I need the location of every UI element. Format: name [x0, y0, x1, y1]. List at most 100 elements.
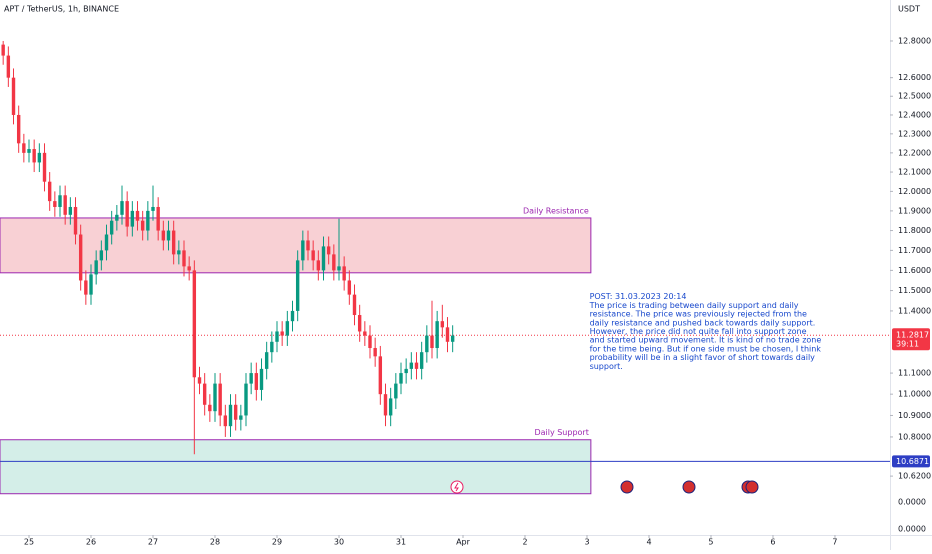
x-tick-label: 6 [770, 538, 775, 547]
candle-body [399, 373, 403, 384]
candle-body [11, 77, 16, 115]
candle-body [301, 240, 305, 261]
y-tick-label: 12.6000 [898, 73, 931, 82]
candle-body [208, 404, 212, 412]
candle-body [425, 335, 429, 353]
candle-body [357, 315, 362, 332]
candle-body [16, 114, 21, 144]
candle-body [337, 266, 341, 271]
event-icon[interactable] [682, 480, 696, 494]
candle-body [32, 149, 36, 163]
event-icon-glyph [454, 482, 459, 492]
x-tick-label: 25 [24, 538, 34, 547]
candle-body [290, 310, 295, 322]
candle-body [104, 234, 109, 251]
x-tick-label: 4 [646, 538, 651, 547]
candle-body [332, 254, 336, 271]
candle-body [378, 356, 383, 395]
zone-label: Daily Support [534, 428, 588, 437]
price-tag-label: 10.6871 [896, 457, 929, 466]
y-tick-label: 10.9000 [898, 411, 931, 420]
candle-body [58, 195, 62, 207]
x-tick-label: 27 [148, 538, 158, 547]
y-tick-label: 11.4000 [898, 306, 931, 315]
candle-body [404, 368, 408, 374]
candle-body [368, 335, 372, 349]
zone [0, 217, 592, 274]
y-tick-label: 11.5000 [898, 286, 931, 295]
candle-body [352, 294, 357, 316]
candle-body [213, 383, 217, 412]
candle-body [22, 143, 26, 153]
annotation-line: and started upward movement. It is kind … [590, 336, 822, 345]
candle-body [135, 210, 140, 221]
countdown-label: 39:11 [896, 340, 919, 349]
event-icon[interactable] [745, 480, 759, 494]
candle-body [244, 383, 248, 416]
annotation-line: resistance. The price was previously rej… [590, 310, 807, 319]
candle-body [182, 250, 186, 267]
x-tick-label: 5 [708, 538, 713, 547]
candle-body [321, 246, 326, 271]
candle-body [239, 415, 243, 420]
annotation-line: probability will be in a slight favor of… [590, 353, 816, 362]
candle-body [202, 383, 207, 405]
candle-body [264, 352, 269, 369]
y-axis-label: 0.0000 [898, 525, 926, 534]
candle-body [99, 250, 104, 261]
annotation-line: The price is trading between daily suppo… [589, 301, 799, 310]
price-tag [892, 455, 930, 468]
candle-body [1, 44, 5, 56]
event-icon[interactable] [620, 480, 634, 494]
y-tick-label: 12.4000 [898, 110, 931, 119]
candle-body [316, 260, 321, 271]
y-tick-label: 11.9000 [898, 206, 931, 215]
candle-body [84, 280, 88, 295]
y-tick-label: 11.8000 [898, 226, 931, 235]
annotation-line: POST: 31.03.2023 20:14 [590, 292, 687, 301]
candle-body [270, 341, 274, 353]
candle-body [109, 220, 114, 235]
candle-body [53, 201, 57, 207]
candle-body [89, 274, 93, 295]
event-icon[interactable] [450, 480, 464, 494]
candle-body [218, 383, 222, 416]
candle-body [326, 246, 331, 255]
candle-body [228, 404, 233, 427]
x-tick-label: 31 [396, 538, 406, 547]
candle-body [192, 270, 197, 378]
candle-body [347, 280, 352, 295]
candle-body [130, 210, 135, 227]
currency: USDT [898, 5, 920, 14]
candle-body [311, 250, 315, 261]
candle-body [115, 214, 119, 221]
candle-body [63, 195, 67, 215]
candle-body [445, 327, 450, 342]
event-icons [450, 480, 759, 494]
candle-body [254, 373, 259, 390]
x-tick-label: 29 [272, 538, 282, 547]
candle-body [430, 335, 434, 349]
y-tick-label: 11.1000 [898, 369, 931, 378]
y-tick-label: 12.3000 [898, 129, 931, 138]
candle-body [42, 152, 47, 182]
candle-body [394, 383, 398, 399]
x-tick-label: 30 [334, 538, 344, 547]
y-tick-label: 12.2000 [898, 148, 931, 157]
x-tick-label: 2 [522, 538, 527, 547]
candle-body [73, 206, 78, 235]
candle-body [171, 230, 176, 255]
y-tick-label: 12.0000 [898, 187, 931, 196]
candle-body [78, 234, 83, 281]
candle-body [223, 415, 228, 427]
zone [0, 439, 592, 495]
candle-body [373, 348, 377, 357]
y-tick-label: 10.6200 [898, 472, 931, 481]
candle-body [450, 335, 455, 342]
x-tick-label: 28 [210, 538, 220, 547]
x-tick-label: 7 [832, 538, 837, 547]
candle-body [440, 321, 445, 328]
candle-body [27, 149, 31, 153]
price-tag-label: 11.2817 [896, 331, 929, 340]
